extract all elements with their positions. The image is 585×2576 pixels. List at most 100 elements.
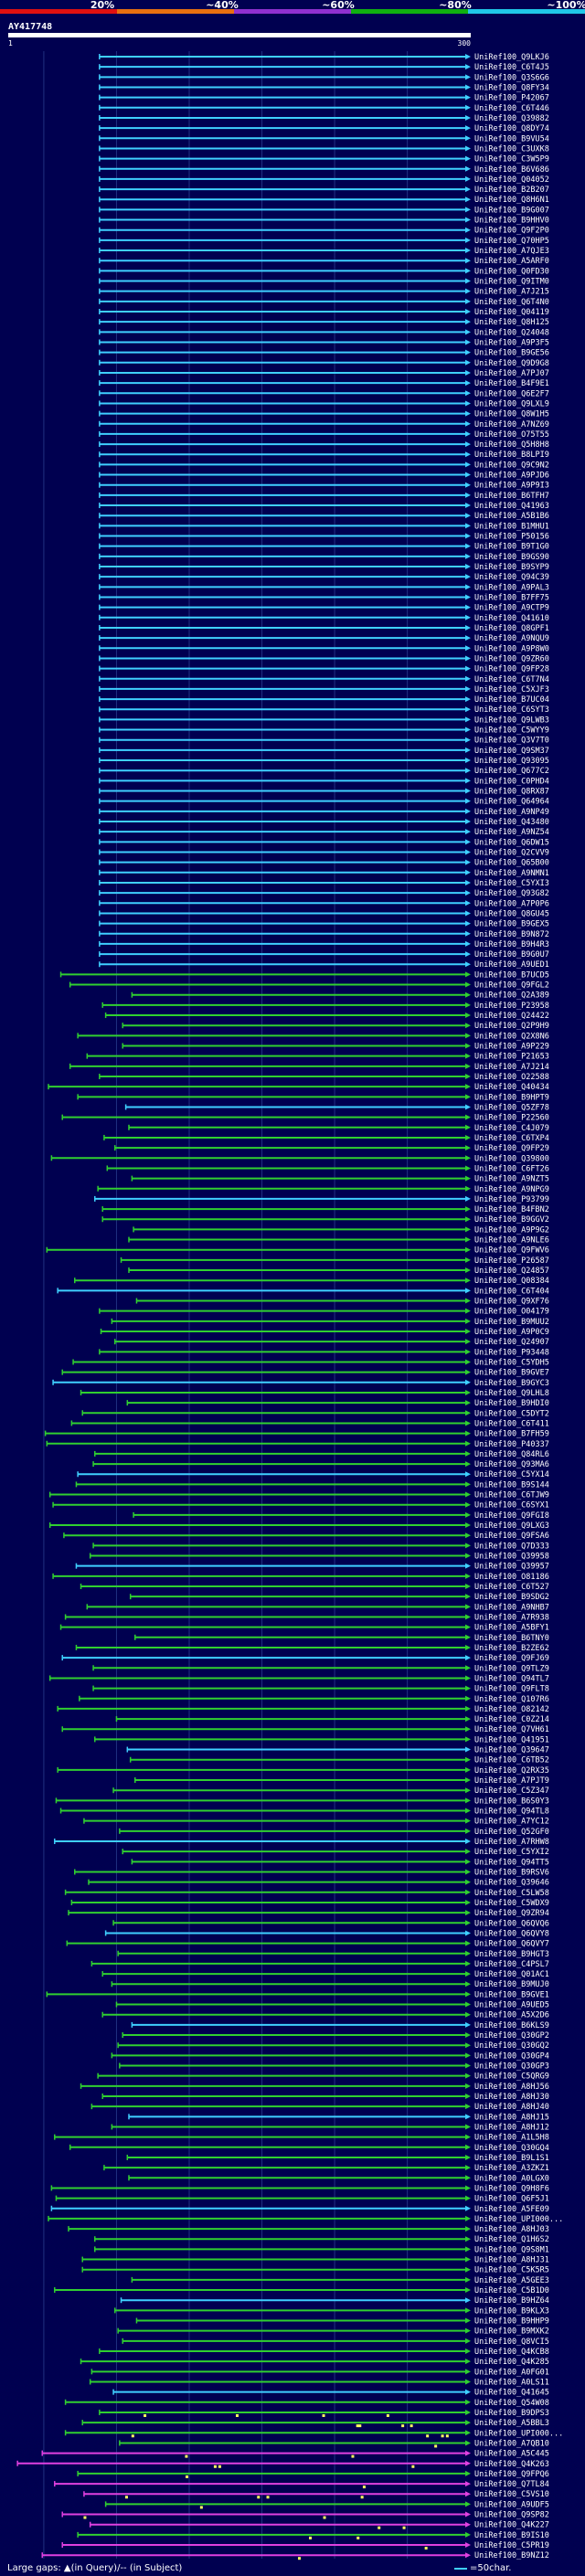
- hit-label[interactable]: UniRef100_Q93095: [474, 757, 549, 766]
- hit-label[interactable]: UniRef100_Q24907: [474, 1338, 549, 1347]
- hit-label[interactable]: UniRef100_C5WYY9: [474, 726, 549, 736]
- hit-label[interactable]: UniRef100_Q8H6N1: [474, 196, 549, 205]
- hit-label[interactable]: UniRef100_A5FE09: [474, 2205, 549, 2214]
- hit-label[interactable]: UniRef100_Q94TT5: [474, 1858, 549, 1867]
- hit-label[interactable]: UniRef100_Q9C9N2: [474, 461, 549, 470]
- hit-label[interactable]: UniRef100_O22588: [474, 1073, 549, 1082]
- hit-label[interactable]: UniRef100_Q9S8M1: [474, 2245, 549, 2254]
- hit-label[interactable]: UniRef100_C6T411: [474, 1419, 549, 1428]
- hit-label[interactable]: UniRef100_Q9ITM0: [474, 278, 549, 287]
- hit-label[interactable]: UniRef100_B9KLX3: [474, 2306, 549, 2316]
- hit-label[interactable]: UniRef100_A0LGX0: [474, 2174, 549, 2183]
- hit-label[interactable]: UniRef100_B9L1S1: [474, 2154, 549, 2163]
- hit-label[interactable]: UniRef100_B9GEX5: [474, 920, 549, 929]
- hit-label[interactable]: UniRef100_Q93G82: [474, 889, 549, 898]
- hit-label[interactable]: UniRef100_A9NZ54: [474, 828, 549, 837]
- hit-label[interactable]: UniRef100_A7NZ69: [474, 420, 549, 429]
- hit-label[interactable]: UniRef100_A9NPG9: [474, 1185, 549, 1194]
- hit-label[interactable]: UniRef100_Q2X8N6: [474, 1032, 549, 1041]
- hit-label[interactable]: UniRef100_A9NP49: [474, 808, 549, 817]
- hit-label[interactable]: UniRef100_B2ZE62: [474, 1644, 549, 1653]
- hit-label[interactable]: UniRef100_Q01AC1: [474, 1970, 549, 1979]
- hit-label[interactable]: UniRef100_Q2CVV9: [474, 848, 549, 857]
- hit-label[interactable]: UniRef100_A7R938: [474, 1613, 549, 1622]
- hit-label[interactable]: UniRef100_A5BFY1: [474, 1624, 549, 1633]
- hit-label[interactable]: UniRef100_Q9FSA6: [474, 1532, 549, 1541]
- hit-label[interactable]: UniRef100_Q54W08: [474, 2399, 549, 2408]
- hit-label[interactable]: UniRef100_Q3V7T0: [474, 737, 549, 746]
- hit-label[interactable]: UniRef100_Q8GU45: [474, 909, 549, 918]
- hit-label[interactable]: UniRef100_Q9FGI8: [474, 1511, 549, 1521]
- hit-label[interactable]: UniRef100_Q24422: [474, 1012, 549, 1021]
- hit-label[interactable]: UniRef100_B9H4R3: [474, 940, 549, 949]
- hit-label[interactable]: UniRef100_A9P3F5: [474, 338, 549, 347]
- hit-label[interactable]: UniRef100_C6TJW9: [474, 1491, 549, 1500]
- hit-label[interactable]: UniRef100_Q7VH61: [474, 1725, 549, 1734]
- hit-label[interactable]: UniRef100_Q9FPQ6: [474, 2470, 549, 2479]
- hit-label[interactable]: UniRef100_P21653: [474, 1053, 549, 1062]
- hit-label[interactable]: UniRef100_Q9ZR60: [474, 654, 549, 663]
- hit-label[interactable]: UniRef100_B9GYC3: [474, 1379, 549, 1388]
- hit-label[interactable]: UniRef100_Q6DW15: [474, 838, 549, 847]
- hit-label[interactable]: UniRef100_B9HPT9: [474, 1093, 549, 1102]
- hit-label[interactable]: UniRef100_P93448: [474, 1348, 549, 1357]
- hit-label[interactable]: UniRef100_A9UDF5: [474, 2500, 549, 2509]
- hit-label[interactable]: UniRef100_B9GVE7: [474, 1369, 549, 1378]
- hit-label[interactable]: UniRef100_Q04119: [474, 308, 549, 317]
- hit-label[interactable]: UniRef100_Q39800: [474, 1154, 549, 1163]
- hit-label[interactable]: UniRef100_Q30GP3: [474, 2062, 549, 2072]
- hit-label[interactable]: UniRef100_O81186: [474, 1573, 549, 1582]
- hit-label[interactable]: UniRef100_C5K5R5: [474, 2266, 549, 2275]
- hit-label[interactable]: UniRef100_C5WDX9: [474, 1899, 549, 1908]
- hit-label[interactable]: UniRef100_B9GE56: [474, 349, 549, 358]
- hit-label[interactable]: UniRef100_B6TFH7: [474, 492, 549, 501]
- hit-label[interactable]: UniRef100_B9VU54: [474, 134, 549, 143]
- hit-label[interactable]: UniRef100_B4F9E1: [474, 379, 549, 388]
- hit-label[interactable]: UniRef100_A9NLE6: [474, 1236, 549, 1246]
- hit-label[interactable]: UniRef100_Q8FY34: [474, 83, 549, 92]
- hit-label[interactable]: UniRef100_Q30GP2: [474, 2031, 549, 2041]
- hit-label[interactable]: UniRef100_A0FG01: [474, 2368, 549, 2377]
- hit-label[interactable]: UniRef100_C5DYT2: [474, 1409, 549, 1418]
- hit-label[interactable]: UniRef100_B4FBN2: [474, 1205, 549, 1214]
- hit-label[interactable]: UniRef100_Q84RL6: [474, 1450, 549, 1459]
- hit-label[interactable]: UniRef100_Q39957: [474, 1563, 549, 1572]
- hit-label[interactable]: UniRef100_Q8W1H5: [474, 410, 549, 419]
- hit-label[interactable]: UniRef100_Q9XF76: [474, 1298, 549, 1307]
- hit-label[interactable]: UniRef100_B9MXK2: [474, 2327, 549, 2337]
- hit-label[interactable]: UniRef100_B7FH59: [474, 1430, 549, 1439]
- hit-label[interactable]: UniRef100_Q93MA6: [474, 1460, 549, 1469]
- hit-label[interactable]: UniRef100_Q8VCI5: [474, 2337, 549, 2347]
- hit-label[interactable]: UniRef100_Q9LHL8: [474, 1389, 549, 1398]
- hit-label[interactable]: UniRef100_A9P8W0: [474, 644, 549, 653]
- hit-label[interactable]: UniRef100_A0LS11: [474, 2378, 549, 2387]
- hit-label[interactable]: UniRef100_A9PAL3: [474, 583, 549, 592]
- hit-label[interactable]: UniRef100_B9IS10: [474, 2531, 549, 2540]
- hit-label[interactable]: UniRef100_Q9FP29: [474, 1144, 549, 1153]
- hit-label[interactable]: UniRef100_Q30GP4: [474, 2051, 549, 2061]
- hit-label[interactable]: UniRef100_A5B1B6: [474, 512, 549, 521]
- hit-label[interactable]: UniRef100_C4PSL7: [474, 1960, 549, 1969]
- hit-label[interactable]: UniRef100_B7UCD5: [474, 970, 549, 980]
- hit-label[interactable]: UniRef100_C5B1D0: [474, 2286, 549, 2295]
- hit-label[interactable]: UniRef100_Q2A389: [474, 991, 549, 1001]
- hit-label[interactable]: UniRef100_A5ARF0: [474, 257, 549, 266]
- hit-label[interactable]: UniRef100_B1MHU1: [474, 522, 549, 531]
- hit-label[interactable]: UniRef100_Q9FJ69: [474, 1654, 549, 1663]
- hit-label[interactable]: UniRef100_B9MUJ0: [474, 1980, 549, 1989]
- hit-label[interactable]: UniRef100_A9UED1: [474, 960, 549, 970]
- hit-label[interactable]: UniRef100_C0PHD4: [474, 777, 549, 786]
- hit-label[interactable]: UniRef100_Q2P9H9: [474, 1022, 549, 1031]
- hit-label[interactable]: UniRef100_Q6QVQ6: [474, 1919, 549, 1928]
- hit-label[interactable]: UniRef100_C5LW58: [474, 1889, 549, 1898]
- hit-label[interactable]: UniRef100_Q9F2P0: [474, 227, 549, 236]
- hit-label[interactable]: UniRef100_Q43480: [474, 818, 549, 827]
- hit-label[interactable]: UniRef100_Q6QVY7: [474, 1940, 549, 1949]
- hit-label[interactable]: UniRef100_A5C445: [474, 2450, 549, 2459]
- hit-label[interactable]: UniRef100_A8HJ15: [474, 2113, 549, 2122]
- hit-label[interactable]: UniRef100_A7QJE3: [474, 247, 549, 256]
- hit-label[interactable]: UniRef100_B9G007: [474, 206, 549, 215]
- hit-label[interactable]: UniRef100_A9P229: [474, 1043, 549, 1052]
- hit-label[interactable]: UniRef100_Q39646: [474, 1879, 549, 1888]
- hit-label[interactable]: UniRef100_B9NZ12: [474, 2551, 549, 2560]
